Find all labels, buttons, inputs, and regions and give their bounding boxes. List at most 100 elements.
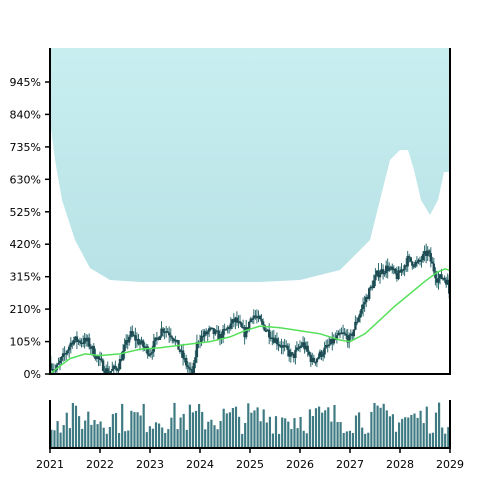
candle-body bbox=[374, 275, 377, 281]
candle-body bbox=[138, 343, 142, 345]
volume-bar bbox=[198, 404, 201, 448]
candle-body bbox=[203, 331, 206, 337]
volume-bar bbox=[213, 425, 216, 448]
volume-bar bbox=[376, 405, 379, 448]
candle-body bbox=[305, 345, 308, 350]
candle-body bbox=[361, 304, 365, 309]
volume-bar bbox=[161, 427, 164, 448]
volume-bar bbox=[287, 421, 290, 448]
candle-body bbox=[338, 332, 342, 335]
volume-bar bbox=[434, 412, 438, 448]
volume-bar bbox=[121, 403, 124, 448]
candle-body bbox=[320, 351, 323, 357]
volume-bar bbox=[271, 433, 274, 448]
candle-body bbox=[232, 319, 235, 323]
volume-bar bbox=[364, 433, 367, 448]
volume-bar bbox=[176, 429, 179, 448]
candle-body bbox=[381, 269, 385, 274]
candle-body bbox=[95, 356, 99, 359]
volume-bar bbox=[404, 417, 407, 448]
candle-body bbox=[91, 346, 94, 349]
candle-body bbox=[386, 265, 389, 271]
candle-body bbox=[420, 260, 423, 262]
volume-bar bbox=[299, 417, 302, 448]
candle-body bbox=[211, 327, 214, 330]
candle-body bbox=[346, 335, 349, 343]
candle-body bbox=[311, 357, 314, 362]
candle-body bbox=[249, 318, 252, 322]
volume-bar bbox=[370, 411, 373, 448]
candle-body bbox=[226, 327, 229, 330]
candle-body bbox=[201, 335, 205, 338]
candle-body bbox=[388, 267, 391, 271]
volume-bar bbox=[428, 433, 431, 448]
y-axis-ticks: 0% 105% 210% 315% 420% 525% 630% 735% 840% 945% bbox=[10, 76, 50, 381]
candle-body bbox=[243, 327, 246, 338]
candle-body bbox=[337, 332, 340, 336]
moving-average-layer bbox=[49, 268, 451, 375]
candle-body bbox=[378, 274, 382, 278]
candle-body bbox=[298, 346, 302, 349]
volume-bar bbox=[385, 410, 388, 448]
volume-bar bbox=[425, 406, 428, 448]
volume-bar bbox=[382, 403, 385, 448]
candle-body bbox=[100, 358, 103, 361]
volume-bar bbox=[102, 427, 105, 448]
volume-bar bbox=[333, 405, 336, 448]
volume-bar bbox=[90, 424, 93, 448]
y-tick-label: 105% bbox=[10, 336, 41, 349]
candle-body bbox=[343, 332, 346, 334]
candle-body bbox=[158, 336, 162, 340]
candle-body bbox=[77, 340, 80, 342]
volume-bar bbox=[96, 424, 99, 448]
volume-bar bbox=[62, 425, 65, 448]
candle-body bbox=[172, 338, 175, 342]
volume-bar bbox=[379, 407, 382, 448]
candle-body bbox=[105, 368, 108, 373]
volume-bar bbox=[234, 406, 238, 448]
volume-bar bbox=[241, 433, 244, 448]
x-tick-label: 2021 bbox=[36, 458, 64, 471]
volume-bar bbox=[431, 432, 434, 448]
candle-body bbox=[423, 251, 426, 255]
volume-bar bbox=[170, 417, 173, 448]
y-tick-label: 420% bbox=[10, 238, 41, 251]
candle-body bbox=[274, 338, 277, 343]
candle-body bbox=[160, 328, 163, 337]
candle-body bbox=[435, 278, 439, 283]
candle-body bbox=[180, 350, 183, 352]
candle-body bbox=[212, 328, 215, 335]
candle-body bbox=[255, 316, 259, 319]
volume-bar bbox=[324, 410, 327, 448]
candle-body bbox=[94, 356, 97, 359]
volume-bar bbox=[164, 433, 167, 448]
candle-body bbox=[331, 338, 334, 344]
volume-bar bbox=[438, 402, 441, 448]
candle-body bbox=[103, 370, 106, 373]
volume-bar bbox=[342, 433, 345, 448]
candle-body bbox=[146, 346, 149, 355]
candle-body bbox=[152, 340, 155, 352]
candle-body bbox=[392, 268, 395, 271]
candle-body bbox=[155, 337, 159, 339]
candle-body bbox=[271, 337, 274, 340]
candle-body bbox=[372, 280, 375, 289]
volume-bar bbox=[321, 412, 324, 448]
volume-bar bbox=[207, 421, 210, 448]
candle-body bbox=[283, 345, 286, 347]
candle-body bbox=[285, 345, 288, 347]
candle-body bbox=[295, 347, 299, 351]
candle-body bbox=[291, 352, 294, 354]
x-axis-ticks: 2021 2022 2023 2024 2025 2026 2027 2028 2029 bbox=[36, 448, 464, 471]
volume-bar bbox=[401, 418, 404, 448]
candle-body bbox=[214, 330, 217, 335]
volume-bar bbox=[265, 422, 268, 448]
candle-body bbox=[57, 363, 60, 365]
volume-bar bbox=[124, 431, 127, 448]
candle-body bbox=[220, 334, 223, 339]
candle-body bbox=[365, 296, 368, 303]
candle-body bbox=[352, 329, 355, 337]
candle-body bbox=[72, 340, 75, 345]
candle-body bbox=[75, 336, 79, 342]
candle-body bbox=[135, 339, 139, 341]
